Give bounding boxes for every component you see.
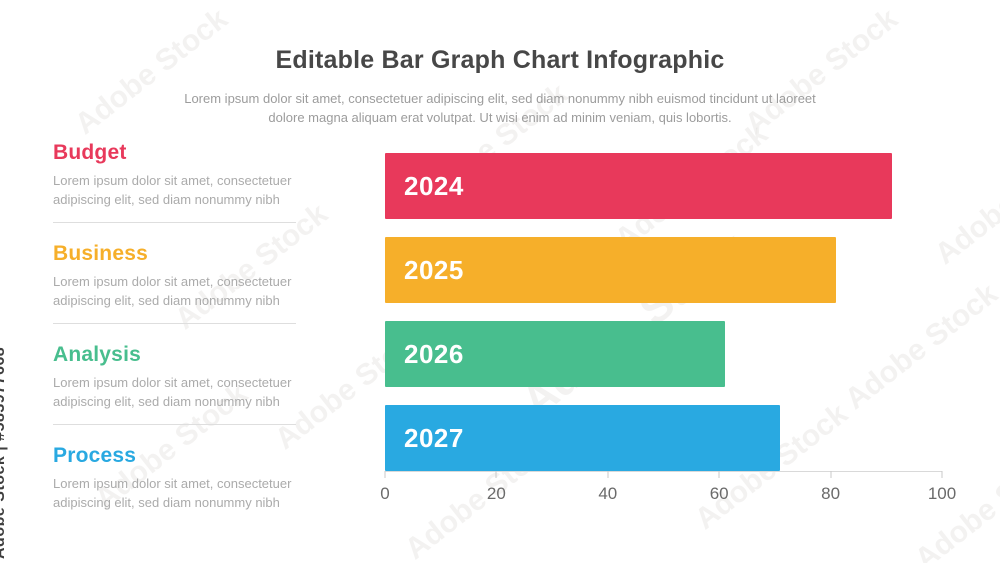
subtitle-line-2: dolore magna aliquam erat volutpat. Ut w…	[268, 110, 732, 125]
bar-value-label: 2026	[404, 338, 464, 369]
category-list: Budget Lorem ipsum dolor sit amet, consec…	[53, 141, 296, 544]
category-description: Lorem ipsum dolor sit amet, consectetuer…	[53, 173, 292, 207]
x-axis-tick-label: 20	[486, 484, 506, 503]
bar-2027: 2027	[385, 405, 781, 471]
x-axis-tick	[607, 471, 609, 478]
category-title: Process	[53, 444, 137, 467]
x-axis-tick-label: 60	[709, 484, 729, 503]
category-item-budget: Budget Lorem ipsum dolor sit amet, consec…	[53, 141, 296, 223]
x-axis-tick-label: 80	[821, 484, 841, 503]
category-item-process: Process Lorem ipsum dolor sit amet, conse…	[53, 444, 296, 525]
bar-value-label: 2025	[404, 254, 464, 285]
x-axis-tick-label: 100	[927, 484, 957, 503]
x-axis-tick-label: 0	[380, 484, 390, 503]
bar-2024: 2024	[385, 153, 892, 219]
bar-value-label: 2027	[404, 422, 464, 453]
category-description: Lorem ipsum dolor sit amet, consectetuer…	[53, 274, 292, 308]
category-title: Analysis	[53, 343, 141, 366]
bar-value-label: 2024	[404, 170, 464, 201]
x-axis-tick-label: 40	[598, 484, 618, 503]
x-axis-tick	[384, 471, 386, 478]
subtitle-line-1: Lorem ipsum dolor sit amet, consectetuer…	[184, 91, 816, 106]
x-axis: 0 20 40 60 80 100	[380, 471, 956, 505]
page-subtitle: Lorem ipsum dolor sit amet, consectetuer…	[0, 89, 1000, 127]
bar-chart: 2024 2025 2026 2027 0 20 40 60 80 100	[380, 153, 956, 503]
category-title: Business	[53, 242, 148, 265]
category-description: Lorem ipsum dolor sit amet, consectetuer…	[53, 476, 292, 510]
category-item-business: Business Lorem ipsum dolor sit amet, cons…	[53, 242, 296, 324]
header: Editable Bar Graph Chart Infographic Lor…	[0, 46, 1000, 127]
bar-2025: 2025	[385, 237, 837, 303]
category-description: Lorem ipsum dolor sit amet, consectetuer…	[53, 375, 292, 409]
category-title: Budget	[53, 141, 127, 164]
category-item-analysis: Analysis Lorem ipsum dolor sit amet, cons…	[53, 343, 296, 425]
page-title: Editable Bar Graph Chart Infographic	[275, 46, 725, 74]
x-axis-tick	[718, 471, 720, 478]
bar-2026: 2026	[385, 321, 725, 387]
bars-area: 2024 2025 2026 2027	[385, 153, 942, 471]
x-axis-tick	[941, 471, 943, 478]
stock-id-watermark: Adobe Stock | #583977668	[0, 346, 8, 559]
x-axis-tick	[495, 471, 497, 478]
x-axis-tick	[830, 471, 832, 478]
